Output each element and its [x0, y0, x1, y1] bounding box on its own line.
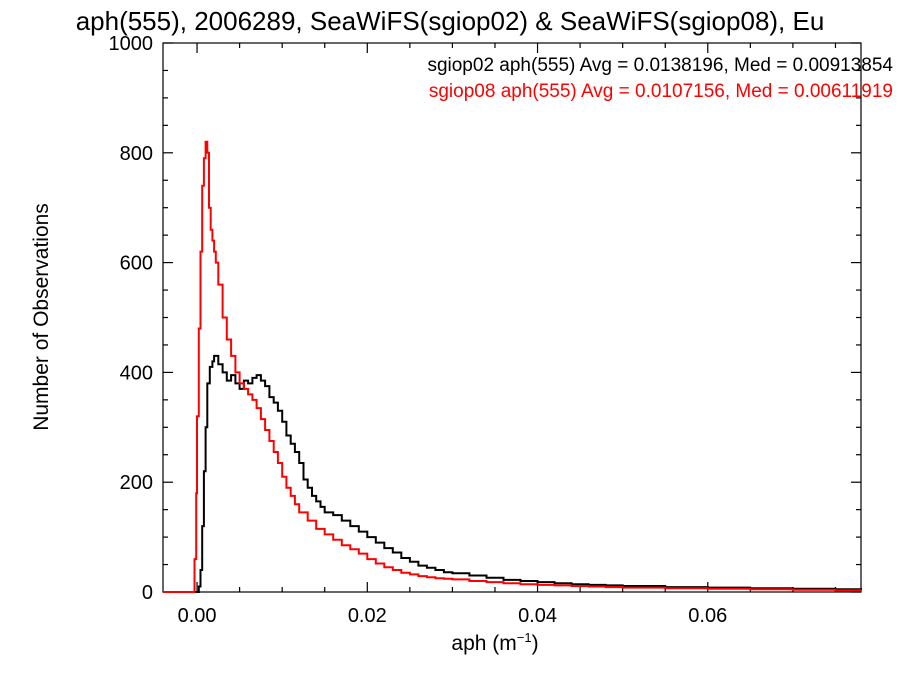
y-tick-label: 600 [120, 253, 153, 275]
x-tick-label: 0.06 [688, 605, 727, 627]
x-tick-label: 0.00 [178, 605, 217, 627]
x-axis: 0.00 0.02 0.04 0.06 [178, 43, 837, 627]
x-axis-label: aph (m−1) [451, 630, 538, 655]
series-sgiop08-line [163, 140, 861, 593]
y-tick-label: 200 [120, 472, 153, 494]
y-tick-label: 0 [142, 582, 153, 604]
y-axis-label: Number of Observations [30, 203, 53, 431]
x-tick-label: 0.04 [518, 605, 557, 627]
series-sgiop02-line [163, 354, 862, 593]
legend-entry-sgiop02: sgiop02 aph(555) Avg = 0.0138196, Med = … [427, 55, 893, 76]
x-tick-label: 0.02 [348, 605, 387, 627]
y-tick-label: 800 [120, 143, 153, 165]
x-axis-label-base: aph (m [451, 632, 516, 655]
x-axis-label-sup: −1 [517, 630, 532, 645]
y-tick-label: 1000 [109, 33, 154, 55]
series-lines [163, 140, 862, 593]
plot-frame [162, 42, 862, 593]
y-tick-label: 400 [120, 362, 153, 384]
chart-title: aph(555), 2006289, SeaWiFS(sgiop02) & Se… [76, 6, 825, 36]
y-axis: 0 200 400 600 800 1000 [109, 33, 861, 604]
x-axis-label-tail: ) [532, 632, 539, 655]
legend-entry-sgiop08: sgiop08 aph(555) Avg = 0.0107156, Med = … [429, 81, 893, 102]
legend: sgiop02 aph(555) Avg = 0.0138196, Med = … [427, 55, 893, 102]
